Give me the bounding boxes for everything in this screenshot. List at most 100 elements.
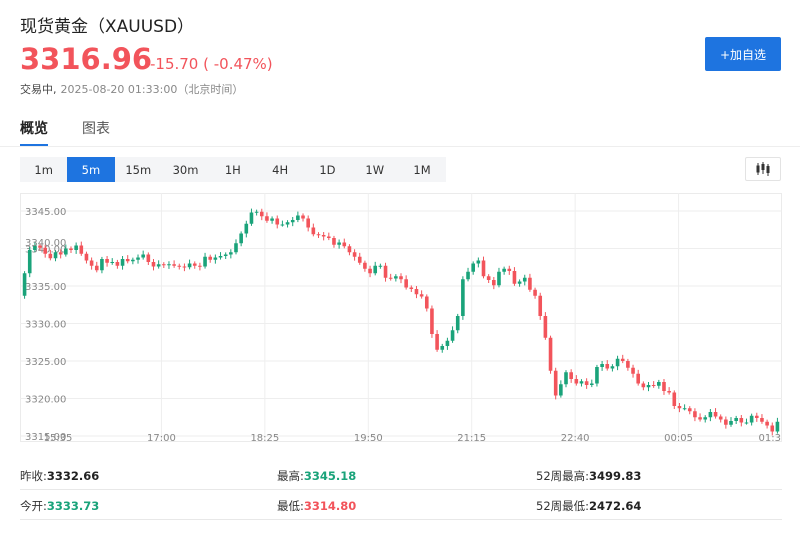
x-tick-label: 17:00 xyxy=(147,433,176,442)
candle xyxy=(120,256,125,270)
candle xyxy=(765,419,769,429)
candle xyxy=(574,375,579,386)
candle xyxy=(440,343,445,353)
candle xyxy=(275,215,280,229)
stat-open: 今开:3333.73 xyxy=(20,499,100,513)
candle xyxy=(430,305,434,338)
active-tab-indicator xyxy=(20,144,48,146)
candle xyxy=(332,235,336,248)
candle xyxy=(296,211,300,223)
candle xyxy=(528,273,532,292)
candle xyxy=(641,381,646,391)
candle xyxy=(373,261,378,276)
trading-status: 交易中, xyxy=(20,83,57,96)
interval-1m[interactable]: 1m xyxy=(34,162,53,177)
candle xyxy=(687,406,692,415)
candle xyxy=(378,263,383,269)
stats-row: 今开:3333.73 最低:3314.80 52周最低:2472.64 xyxy=(20,490,782,520)
candle xyxy=(69,246,73,253)
candle xyxy=(53,250,58,262)
candle xyxy=(507,265,512,275)
candle xyxy=(48,249,53,261)
candle xyxy=(38,243,42,251)
candle xyxy=(306,215,310,232)
x-tick-label: 15:35 xyxy=(44,433,73,442)
interval-1h[interactable]: 1H xyxy=(224,162,241,177)
candle xyxy=(89,257,94,270)
candle xyxy=(368,265,372,278)
tab-chart[interactable]: 图表 xyxy=(82,121,110,137)
candle xyxy=(620,354,625,364)
x-tick-label: 19:50 xyxy=(354,433,383,442)
candle xyxy=(244,220,249,238)
candle xyxy=(450,326,455,343)
stat-high: 最高:3345.18 xyxy=(277,469,357,483)
candle xyxy=(115,259,120,269)
y-tick-label: 3345.00 xyxy=(25,207,66,218)
interval-30m[interactable]: 30m xyxy=(172,162,199,177)
candle xyxy=(631,364,635,378)
candle xyxy=(646,382,651,392)
candle xyxy=(626,358,630,371)
candle xyxy=(177,263,182,270)
candle xyxy=(208,254,213,263)
candle xyxy=(110,258,115,265)
y-tick-label: 3320.00 xyxy=(25,395,66,406)
candle xyxy=(151,259,156,271)
interval-selector: 1m 5m 15m 30m 1H 4H 1D 1W 1M xyxy=(20,157,446,182)
candle xyxy=(677,403,682,413)
candle xyxy=(270,216,274,224)
x-tick-label: 22:40 xyxy=(561,433,590,442)
interval-1d[interactable]: 1D xyxy=(319,162,336,177)
candle xyxy=(538,292,543,320)
price-change: -15.70 ( -0.47%) xyxy=(150,55,273,73)
candle xyxy=(259,208,264,221)
add-to-watchlist-button[interactable]: +加自选 xyxy=(705,37,781,71)
last-price-axis-label: 3340.00 xyxy=(25,238,66,249)
candle xyxy=(84,251,89,264)
candle xyxy=(43,244,48,258)
candle xyxy=(187,259,192,270)
candle xyxy=(600,361,604,371)
candle xyxy=(409,285,414,292)
candle xyxy=(404,275,408,290)
last-price: 3316.96 xyxy=(20,42,153,76)
candle xyxy=(58,249,63,259)
candle xyxy=(481,256,486,279)
candle xyxy=(486,274,491,283)
candle xyxy=(543,312,548,340)
candle xyxy=(739,415,744,427)
candle xyxy=(497,267,501,288)
price-chart[interactable]: 3345.00 3340.00 3335.00 3330.00 3325.00 3320.… xyxy=(20,193,782,442)
interval-1mo[interactable]: 1M xyxy=(413,162,431,177)
stat-52w-low: 52周最低:2472.64 xyxy=(536,499,642,513)
candle xyxy=(522,274,527,286)
candle xyxy=(667,387,671,395)
interval-5m[interactable]: 5m xyxy=(67,157,115,182)
candle xyxy=(760,414,764,424)
interval-15m[interactable]: 15m xyxy=(125,162,152,177)
candle xyxy=(33,241,37,253)
candle xyxy=(239,231,243,247)
interval-1w[interactable]: 1W xyxy=(365,162,385,177)
stat-prev-close: 昨收:3332.66 xyxy=(20,469,100,483)
candle xyxy=(749,413,754,426)
candle xyxy=(249,208,254,226)
candle xyxy=(363,260,367,272)
candle xyxy=(136,254,140,264)
chart-type-button[interactable] xyxy=(745,157,781,181)
candle xyxy=(595,364,599,387)
candle xyxy=(352,249,357,261)
candle xyxy=(533,287,537,299)
candle xyxy=(466,267,470,282)
candle xyxy=(311,223,316,237)
tab-divider xyxy=(0,146,800,147)
tab-overview[interactable]: 概览 xyxy=(20,121,48,137)
x-tick-label: 00:05 xyxy=(664,433,693,442)
candle xyxy=(615,355,620,371)
candle xyxy=(775,417,780,434)
candle xyxy=(517,279,522,287)
candle xyxy=(280,220,285,227)
candle xyxy=(146,252,151,265)
interval-4h[interactable]: 4H xyxy=(272,162,289,177)
